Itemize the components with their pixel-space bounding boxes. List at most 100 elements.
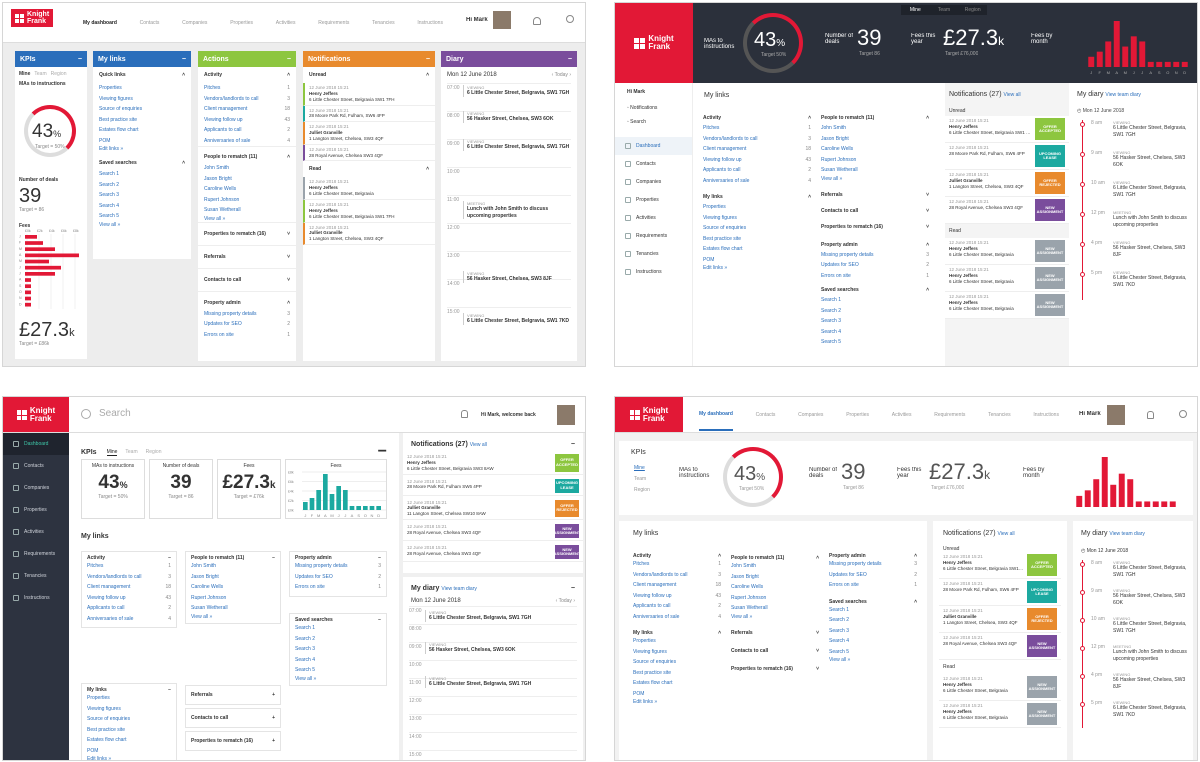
notification-item[interactable]: 12 June 2018 15:21 Henry Jeffers 6 Little …: [945, 265, 1069, 292]
activity-item-label[interactable]: Anniversaries of sale: [87, 615, 134, 622]
search-icon[interactable]: [1179, 410, 1187, 418]
activity-item-label[interactable]: Pitches: [633, 561, 650, 567]
activity-item-label[interactable]: Applicants to call: [703, 167, 741, 173]
kpi-tab-2[interactable]: Region: [634, 487, 650, 493]
greeting[interactable]: Hi Mark: [627, 89, 646, 95]
quick-link[interactable]: Estates flow chart: [87, 737, 127, 743]
greeting[interactable]: Hi Mark: [1079, 411, 1101, 417]
admin-item-label[interactable]: Updates for SEO: [821, 262, 859, 268]
quick-link[interactable]: Viewing figures: [703, 214, 737, 221]
notification-item[interactable]: 12 June 2018 15:21 Henry Jeffers 6 Little …: [945, 238, 1069, 265]
bell-icon[interactable]: [533, 17, 541, 25]
notification-item[interactable]: 12 June 2018 15:21 Henry Jeffers 6 Little …: [945, 116, 1069, 143]
today-nav[interactable]: ‹ Today ›: [555, 598, 575, 604]
view-all-link[interactable]: View all »: [99, 221, 121, 228]
nav-item-1[interactable]: Contacts: [755, 412, 776, 418]
view-all-link[interactable]: View all: [997, 531, 1015, 537]
activity-item-label[interactable]: Client management: [87, 584, 131, 590]
quick-link[interactable]: Best practice site: [703, 235, 742, 242]
activity-item[interactable]: Vendors/landlords to call 3: [204, 94, 290, 105]
admin-item[interactable]: Missing property details 3: [821, 250, 929, 261]
chevron-up-icon[interactable]: ˄: [426, 72, 429, 78]
contacts-call-title[interactable]: Contacts to call: [204, 276, 242, 283]
collapse-icon[interactable]: −: [567, 55, 572, 63]
activity-item-label[interactable]: Viewing follow up: [703, 156, 742, 163]
view-all-link[interactable]: View all »: [295, 675, 317, 682]
view-team-diary-link[interactable]: View team diary: [441, 586, 477, 592]
diary-event[interactable]: 4 pm VIEWING 56 Hasker Street, Chelsea, SW…: [1091, 672, 1189, 690]
activity-item-label[interactable]: Client management: [204, 106, 248, 112]
activity-item[interactable]: Anniversaries of sale 4: [87, 614, 171, 625]
view-all-link[interactable]: View all »: [829, 657, 851, 663]
diary-event[interactable]: VIEWING 6 Little Chester Street, Belgravi…: [425, 610, 577, 622]
notification-item[interactable]: 12 June 2018 15:21 28 Royal Avenue, Chels…: [403, 522, 583, 542]
admin-item-label[interactable]: Errors on site: [829, 582, 859, 588]
greeting[interactable]: Hi Mark, welcome back: [481, 412, 536, 418]
nav-item-3[interactable]: Properties: [230, 20, 253, 26]
tab-region[interactable]: Region: [50, 71, 67, 77]
avatar[interactable]: [1107, 405, 1125, 425]
saved-search[interactable]: Search 5: [99, 213, 120, 219]
referrals-title[interactable]: Referrals: [821, 191, 843, 198]
activity-item[interactable]: Vendors/landlords to call 3: [703, 134, 811, 145]
tab-team[interactable]: Team: [34, 71, 47, 77]
nav-item-5[interactable]: Requirements: [934, 412, 966, 418]
admin-item[interactable]: Updates for SEO 2: [821, 260, 929, 271]
nav-item-7[interactable]: Instructions: [1033, 412, 1059, 418]
sidebar-item-7[interactable]: Instructions: [615, 263, 692, 281]
saved-search[interactable]: Search 2: [99, 181, 120, 188]
activity-item-label[interactable]: Anniversaries of sale: [204, 137, 251, 144]
notification-item[interactable]: 12 June 2018 15:21 28 Moore Park Rd, Fulh…: [945, 143, 1069, 170]
diary-event[interactable]: 12 pm MEETING Lunch with John Smith to dis…: [1091, 210, 1193, 228]
saved-search[interactable]: Search 1: [829, 606, 850, 613]
diary-event[interactable]: 8 am VIEWING 6 Little Chester Street, Belg…: [1091, 120, 1193, 138]
contacts-call-title[interactable]: Contacts to call: [731, 647, 769, 654]
quick-link[interactable]: POM: [703, 256, 715, 263]
quick-link[interactable]: Viewing figures: [633, 648, 667, 655]
logo[interactable]: Knight Frank: [615, 3, 693, 83]
activity-item-label[interactable]: Client management: [633, 582, 677, 588]
admin-item-label[interactable]: Errors on site: [204, 331, 234, 338]
notification-item[interactable]: 12 June 2018 15:21 Henry Jeffers 6 Little …: [945, 292, 1069, 319]
diary-event[interactable]: 10 am VIEWING 6 Little Chester Street, Bel…: [1091, 616, 1189, 634]
notification-item[interactable]: 12 June 2018 15:21 Julliet Granville 1 Lan…: [945, 170, 1069, 197]
admin-item-label[interactable]: Updates for SEO: [295, 573, 333, 580]
admin-item-label[interactable]: Updates for SEO: [829, 571, 867, 578]
rematch-person[interactable]: Caroline Wells: [204, 186, 237, 192]
notification-item[interactable]: 12 June 2018 15:21 28 Royal Avenue, Chels…: [939, 633, 1061, 660]
quick-link[interactable]: Estates flow chart: [633, 680, 673, 686]
quick-link[interactable]: POM: [87, 747, 99, 754]
notification-item[interactable]: 12 June 2018 15:21 Henry Jeffers 6 Little …: [939, 674, 1061, 701]
admin-item[interactable]: Errors on site 1: [204, 330, 290, 341]
saved-search[interactable]: Search 5: [821, 339, 842, 345]
notification-item[interactable]: 12 June 2018 15:21 Henry Jeffers 6 Little …: [939, 552, 1061, 579]
activity-item[interactable]: Client management 18: [703, 144, 811, 155]
sidebar-item-5[interactable]: Requirements: [615, 227, 692, 245]
logo[interactable]: Knight Frank: [11, 9, 53, 27]
edit-links-link[interactable]: Edit links »: [99, 146, 124, 152]
activity-item-label[interactable]: Vendors/landlords to call: [87, 573, 142, 580]
activity-item-label[interactable]: Viewing follow up: [204, 116, 243, 123]
collapse-icon[interactable]: −: [181, 55, 186, 63]
search-nav[interactable]: ◦ Search: [627, 119, 647, 125]
collapse-icon[interactable]: −: [286, 55, 291, 63]
quick-link[interactable]: Best practice site: [633, 669, 672, 676]
view-all-link[interactable]: View all »: [204, 215, 226, 222]
admin-item[interactable]: Errors on site 1: [829, 580, 917, 591]
sidebar-item-0[interactable]: Dashboard: [615, 137, 692, 155]
notifications-nav[interactable]: ◦ Notifications: [627, 105, 658, 111]
activity-item[interactable]: Applicants to call 2: [633, 601, 721, 612]
rematch-person[interactable]: Susan Wetherall: [191, 605, 228, 611]
activity-item[interactable]: Pitches 1: [633, 559, 721, 570]
chevron-down-icon[interactable]: ˅: [287, 276, 290, 283]
diary-event[interactable]: 8 am VIEWING 6 Little Chester Street, Belg…: [1091, 560, 1189, 578]
diary-event[interactable]: 5 pm VIEWING 6 Little Chester Street, Belg…: [1091, 270, 1193, 288]
avatar[interactable]: [493, 11, 511, 29]
sidebar-item-3[interactable]: Properties: [3, 499, 69, 521]
nav-item-5[interactable]: Requirements: [318, 20, 350, 26]
activity-item[interactable]: Viewing follow up 43: [204, 115, 290, 126]
view-all-link[interactable]: View all »: [731, 613, 753, 620]
kpi-tab-1[interactable]: Team: [937, 7, 951, 13]
properties-rematch-title[interactable]: Properties to rematch (16): [204, 230, 266, 237]
nav-item-4[interactable]: Activities: [891, 412, 912, 418]
